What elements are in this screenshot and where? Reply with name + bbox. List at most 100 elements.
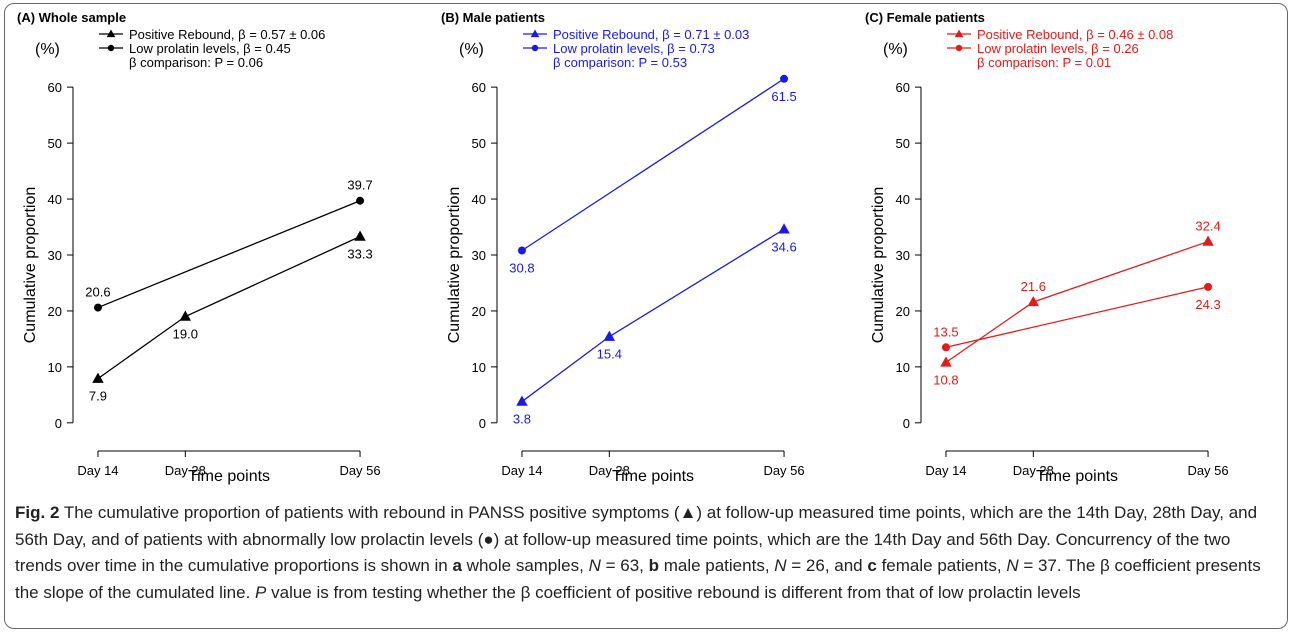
x-tick-label: Day 56 [1187, 463, 1228, 478]
y-tick-label: 10 [896, 360, 910, 375]
legend-triangle-marker [530, 29, 540, 38]
data-label: 13.5 [933, 324, 958, 339]
x-tick-label: Day 14 [501, 463, 542, 478]
data-label: 24.3 [1195, 297, 1220, 312]
x-axis-label: Time points [1036, 468, 1118, 485]
data-label: 3.8 [513, 412, 531, 427]
caption-p: P [255, 582, 267, 602]
legend-beta-comparison: β comparison: P = 0.06 [129, 55, 263, 70]
data-label: 39.7 [347, 178, 372, 193]
y-tick-label: 30 [472, 248, 486, 263]
series-line-low-prolactin [945, 286, 1209, 348]
series-line-low-prolactin [97, 200, 361, 309]
data-label: 61.5 [771, 89, 796, 104]
circle-marker [780, 74, 789, 83]
y-tick-label: 20 [48, 304, 62, 319]
caption-fig-label: Fig. 2 [15, 503, 60, 522]
x-tick-label: Day 28 [165, 463, 206, 478]
y-tick-label: 50 [896, 136, 910, 151]
x-tick-label: Day 14 [77, 463, 118, 478]
y-tick-label: 0 [903, 416, 910, 431]
x-axis-label: Time points [612, 468, 694, 485]
legend-triangle-marker [954, 29, 964, 38]
y-tick-label: 30 [896, 248, 910, 263]
legend-beta-comparison: β comparison: P = 0.01 [977, 55, 1111, 70]
chart-title: (A) Whole sample [17, 10, 126, 25]
x-tick-label: Day 28 [589, 463, 630, 478]
chart-title: (C) Female patients [865, 10, 985, 25]
triangle-marker [516, 395, 528, 406]
y-unit-label: (%) [459, 41, 484, 58]
caption-text-5: = 26, and [786, 556, 868, 575]
triangle-marker [179, 310, 192, 321]
legend-circle-marker [531, 44, 539, 52]
caption-text-8: value is from testing whether the β coef… [266, 582, 1081, 602]
series-line-low-prolactin [521, 78, 785, 252]
x-tick-label: Day 56 [339, 463, 380, 478]
y-tick-label: 10 [472, 360, 486, 375]
chart-panel-2: (B) Male patients (%) 0 10 20 30 40 50 60 Cumulat… [441, 10, 805, 485]
data-label: 21.6 [1021, 279, 1046, 294]
data-label: 30.8 [509, 261, 534, 276]
caption-n-a: N [588, 556, 601, 575]
circle-marker [356, 196, 365, 205]
triangle-marker [1202, 235, 1214, 246]
caption-text-7: = 37. The β coefficient presents the slo… [15, 556, 1261, 602]
caption-text-6: female patients, [876, 556, 1007, 575]
caption-n-b: N [774, 556, 787, 575]
legend-entry-low-prolactin: Low prolatin levels, β = 0.45 [129, 41, 291, 56]
caption-text-3: = 63, [600, 556, 649, 575]
y-tick-label: 40 [48, 192, 62, 207]
triangle-marker [603, 330, 616, 341]
triangle-marker [92, 372, 104, 383]
data-label: 32.4 [1195, 219, 1220, 234]
triangle-marker [354, 230, 366, 241]
legend-beta-comparison: β comparison: P = 0.53 [553, 55, 687, 70]
y-tick-label: 60 [472, 80, 486, 95]
caption-text-1: The cumulative proportion of patients wi… [15, 503, 1258, 575]
data-label: 20.6 [85, 285, 110, 300]
legend-triangle-marker [106, 29, 116, 38]
y-tick-label: 60 [896, 80, 910, 95]
chart-panel-1: (A) Whole sample (%) 0 10 20 30 40 50 60 Cumulati… [17, 10, 381, 485]
y-tick-label: 20 [472, 304, 486, 319]
y-tick-label: 20 [896, 304, 910, 319]
y-tick-label: 0 [479, 416, 486, 431]
caption-n-c: N [1006, 556, 1019, 575]
circle-marker [93, 303, 102, 312]
y-tick-label: 30 [48, 248, 62, 263]
y-tick-label: 10 [48, 360, 62, 375]
caption-panel-c: c [867, 556, 877, 575]
chart-title: (B) Male patients [441, 10, 545, 25]
caption-panel-a: a [452, 556, 462, 575]
data-label: 33.3 [347, 247, 372, 262]
legend-entry-positive-rebound: Positive Rebound, β = 0.57 ± 0.06 [129, 27, 325, 42]
data-label: 7.9 [89, 389, 107, 404]
charts-area: (A) Whole sample (%) 0 10 20 30 40 50 60 Cumulati… [17, 10, 1229, 485]
legend-entry-low-prolactin: Low prolatin levels, β = 0.26 [977, 41, 1139, 56]
figure-frame: (A) Whole sample (%) 0 10 20 30 40 50 60 Cumulati… [4, 3, 1288, 629]
x-axis-label: Time points [188, 468, 270, 485]
y-tick-label: 40 [472, 192, 486, 207]
chart-panel-3: (C) Female patients (%) 0 10 20 30 40 50 60 Cumul… [865, 10, 1229, 485]
legend-entry-positive-rebound: Positive Rebound, β = 0.71 ± 0.03 [553, 27, 749, 42]
legend-entry-positive-rebound: Positive Rebound, β = 0.46 ± 0.08 [977, 27, 1173, 42]
series-line-positive-rebound [521, 228, 785, 403]
circle-marker [1204, 282, 1213, 291]
legend-entry-low-prolactin: Low prolatin levels, β = 0.73 [553, 41, 715, 56]
triangle-marker [778, 223, 790, 234]
x-tick-label: Day 14 [925, 463, 966, 478]
data-label: 15.4 [597, 347, 622, 362]
circle-marker [517, 246, 526, 255]
circle-marker [941, 343, 950, 352]
y-tick-label: 40 [896, 192, 910, 207]
triangle-marker [1027, 295, 1040, 307]
y-tick-label: 60 [48, 80, 62, 95]
y-axis-label: Cumulative proportion [870, 187, 887, 344]
x-tick-label: Day 56 [763, 463, 804, 478]
data-label: 10.8 [933, 372, 958, 387]
y-tick-label: 0 [55, 416, 62, 431]
y-tick-label: 50 [472, 136, 486, 151]
y-unit-label: (%) [883, 41, 908, 58]
caption-text-4: male patients, [658, 556, 775, 575]
